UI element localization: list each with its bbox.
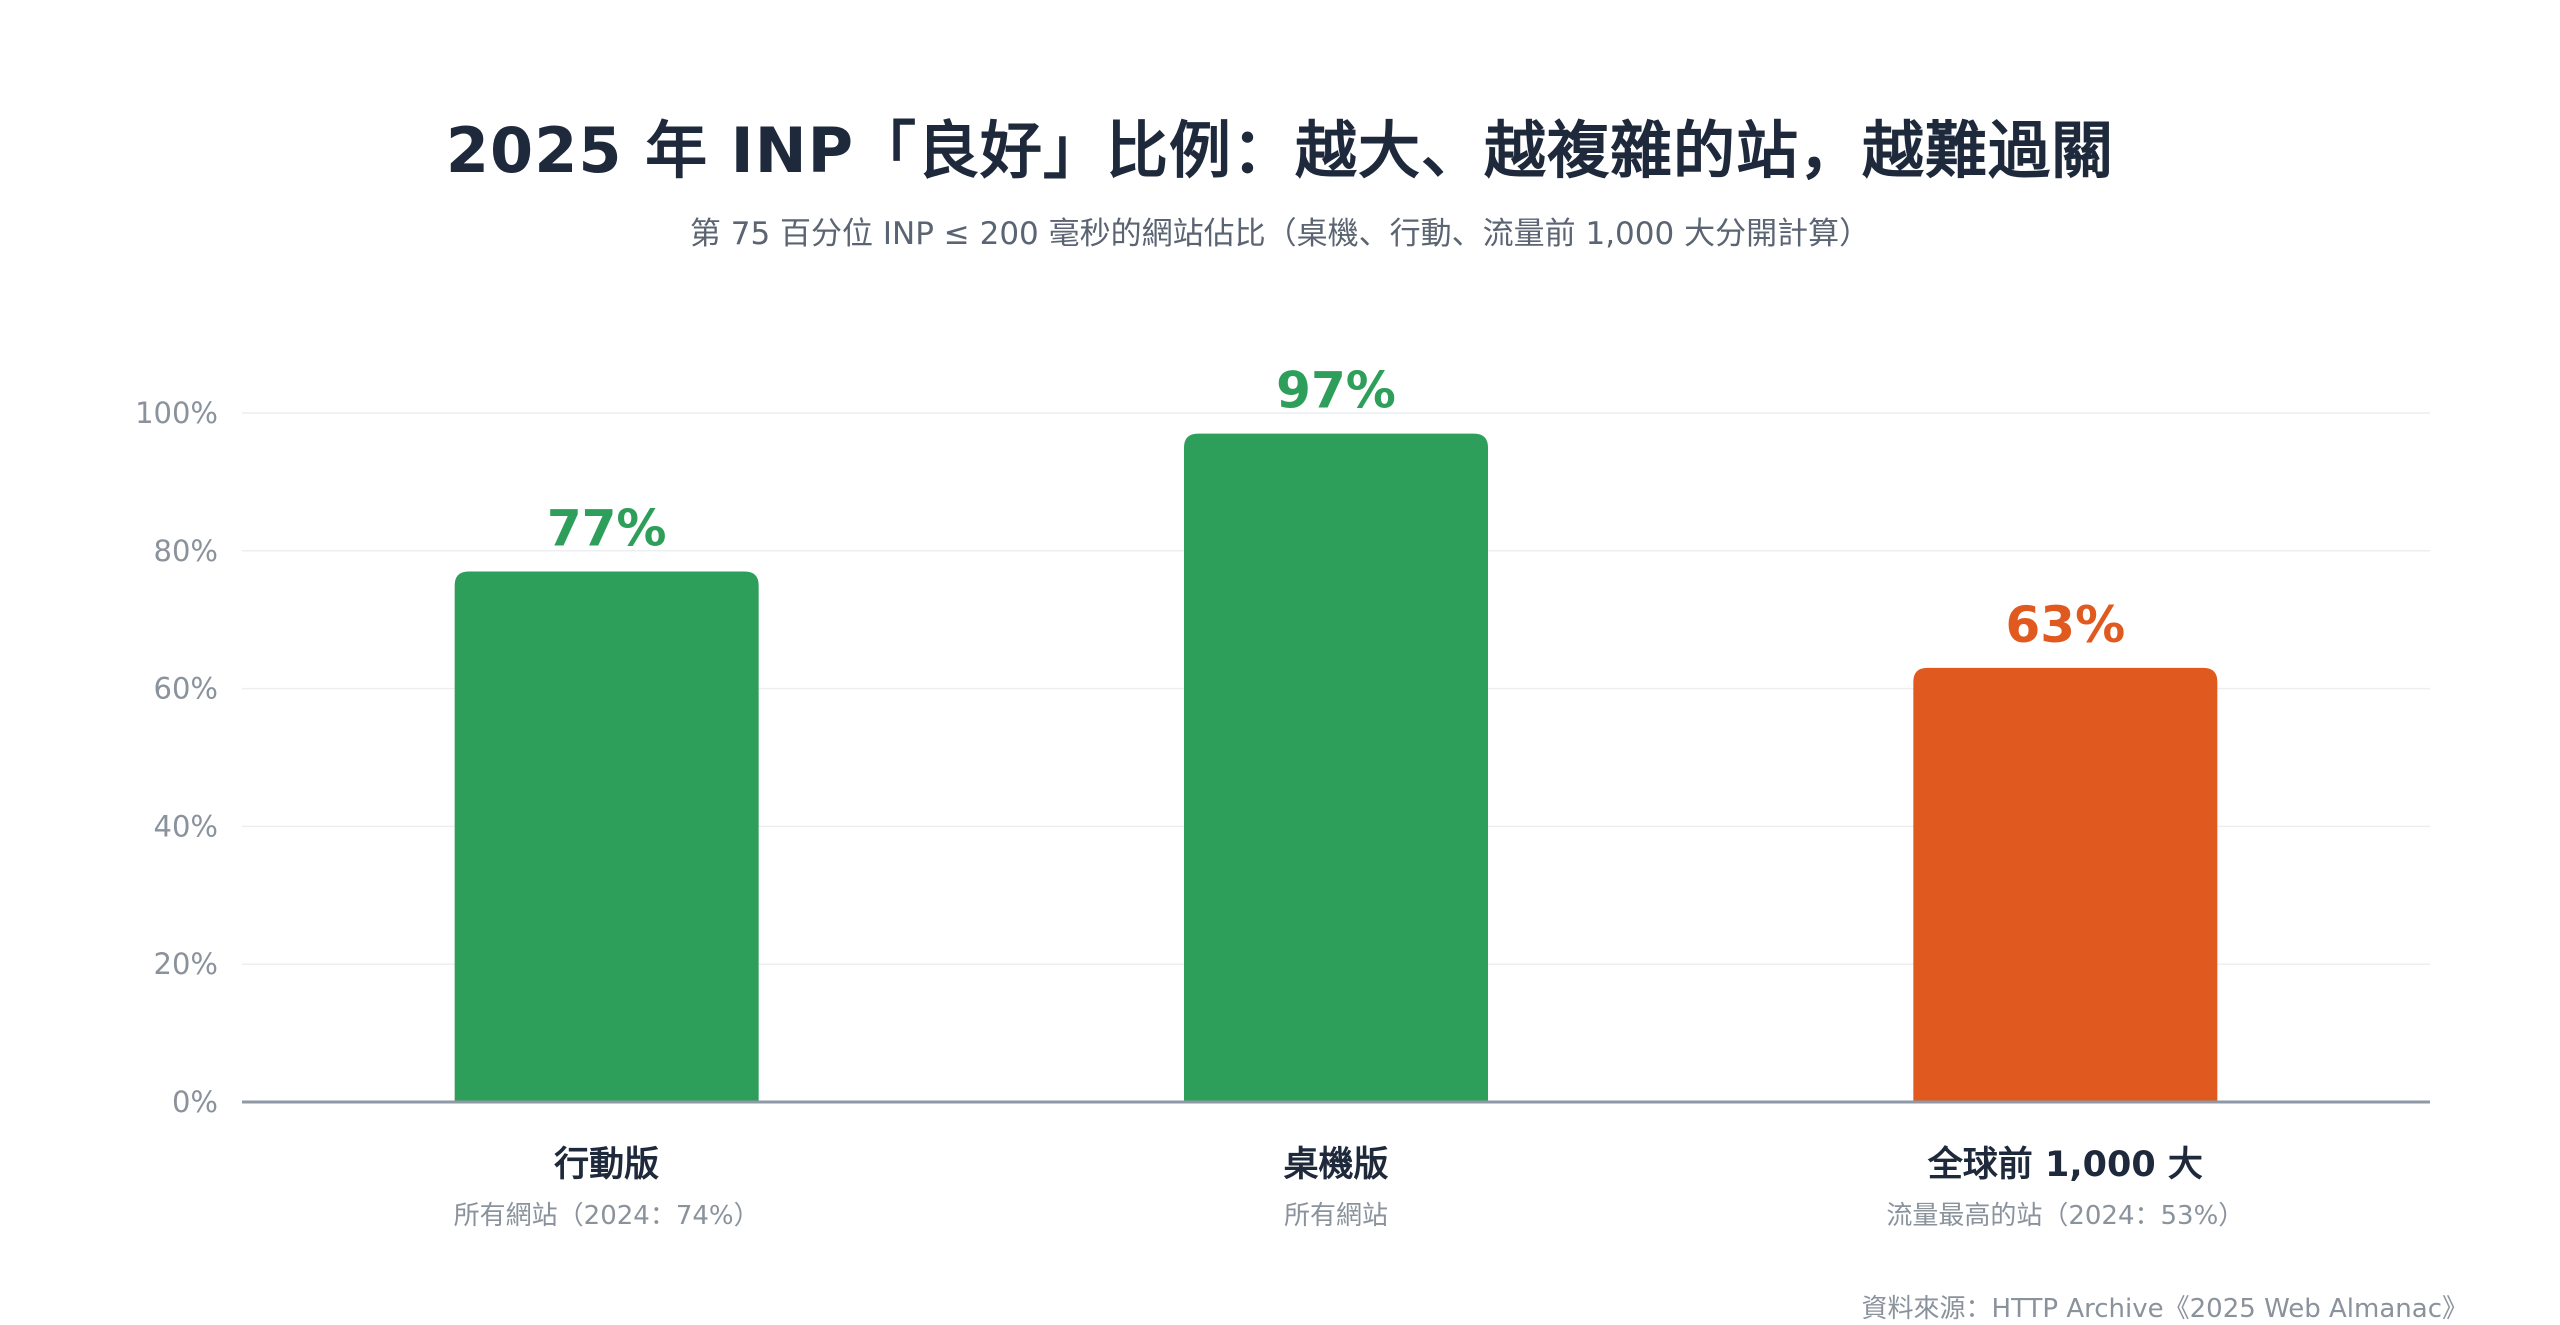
bar-value-label: 63% — [2005, 596, 2125, 654]
y-tick-label: 40% — [154, 809, 218, 843]
bar — [1913, 667, 2218, 1102]
chart-title: 2025 年 INP「良好」比例：越大、越複雜的站，越難過關 — [445, 114, 2115, 187]
x-category-label: 桌機版 — [1283, 1145, 1388, 1185]
x-category-note: 所有網站 — [1284, 1201, 1388, 1231]
bar-value-label: 97% — [1276, 362, 1396, 420]
bar — [1184, 433, 1488, 1102]
x-category-note: 流量最高的站（2024：53%） — [1886, 1201, 2244, 1231]
y-tick-label: 0% — [172, 1085, 218, 1119]
y-tick-label: 20% — [154, 947, 218, 981]
source-note: 資料來源：HTTP Archive《2025 Web Almanac》 — [1861, 1294, 2468, 1324]
y-tick-label: 100% — [135, 396, 218, 430]
x-category-label: 全球前 1,000 大 — [1927, 1144, 2203, 1185]
y-tick-label: 60% — [154, 672, 218, 706]
x-category-label: 行動版 — [554, 1145, 659, 1185]
bar-value-label: 77% — [547, 499, 667, 557]
chart-subtitle: 第 75 百分位 INP ≤ 200 毫秒的網站佔比（桌機、行動、流量前 1,0… — [689, 216, 1871, 252]
bar — [454, 571, 759, 1102]
y-tick-label: 80% — [154, 534, 218, 568]
x-category-note: 所有網站（2024：74%） — [454, 1201, 760, 1231]
